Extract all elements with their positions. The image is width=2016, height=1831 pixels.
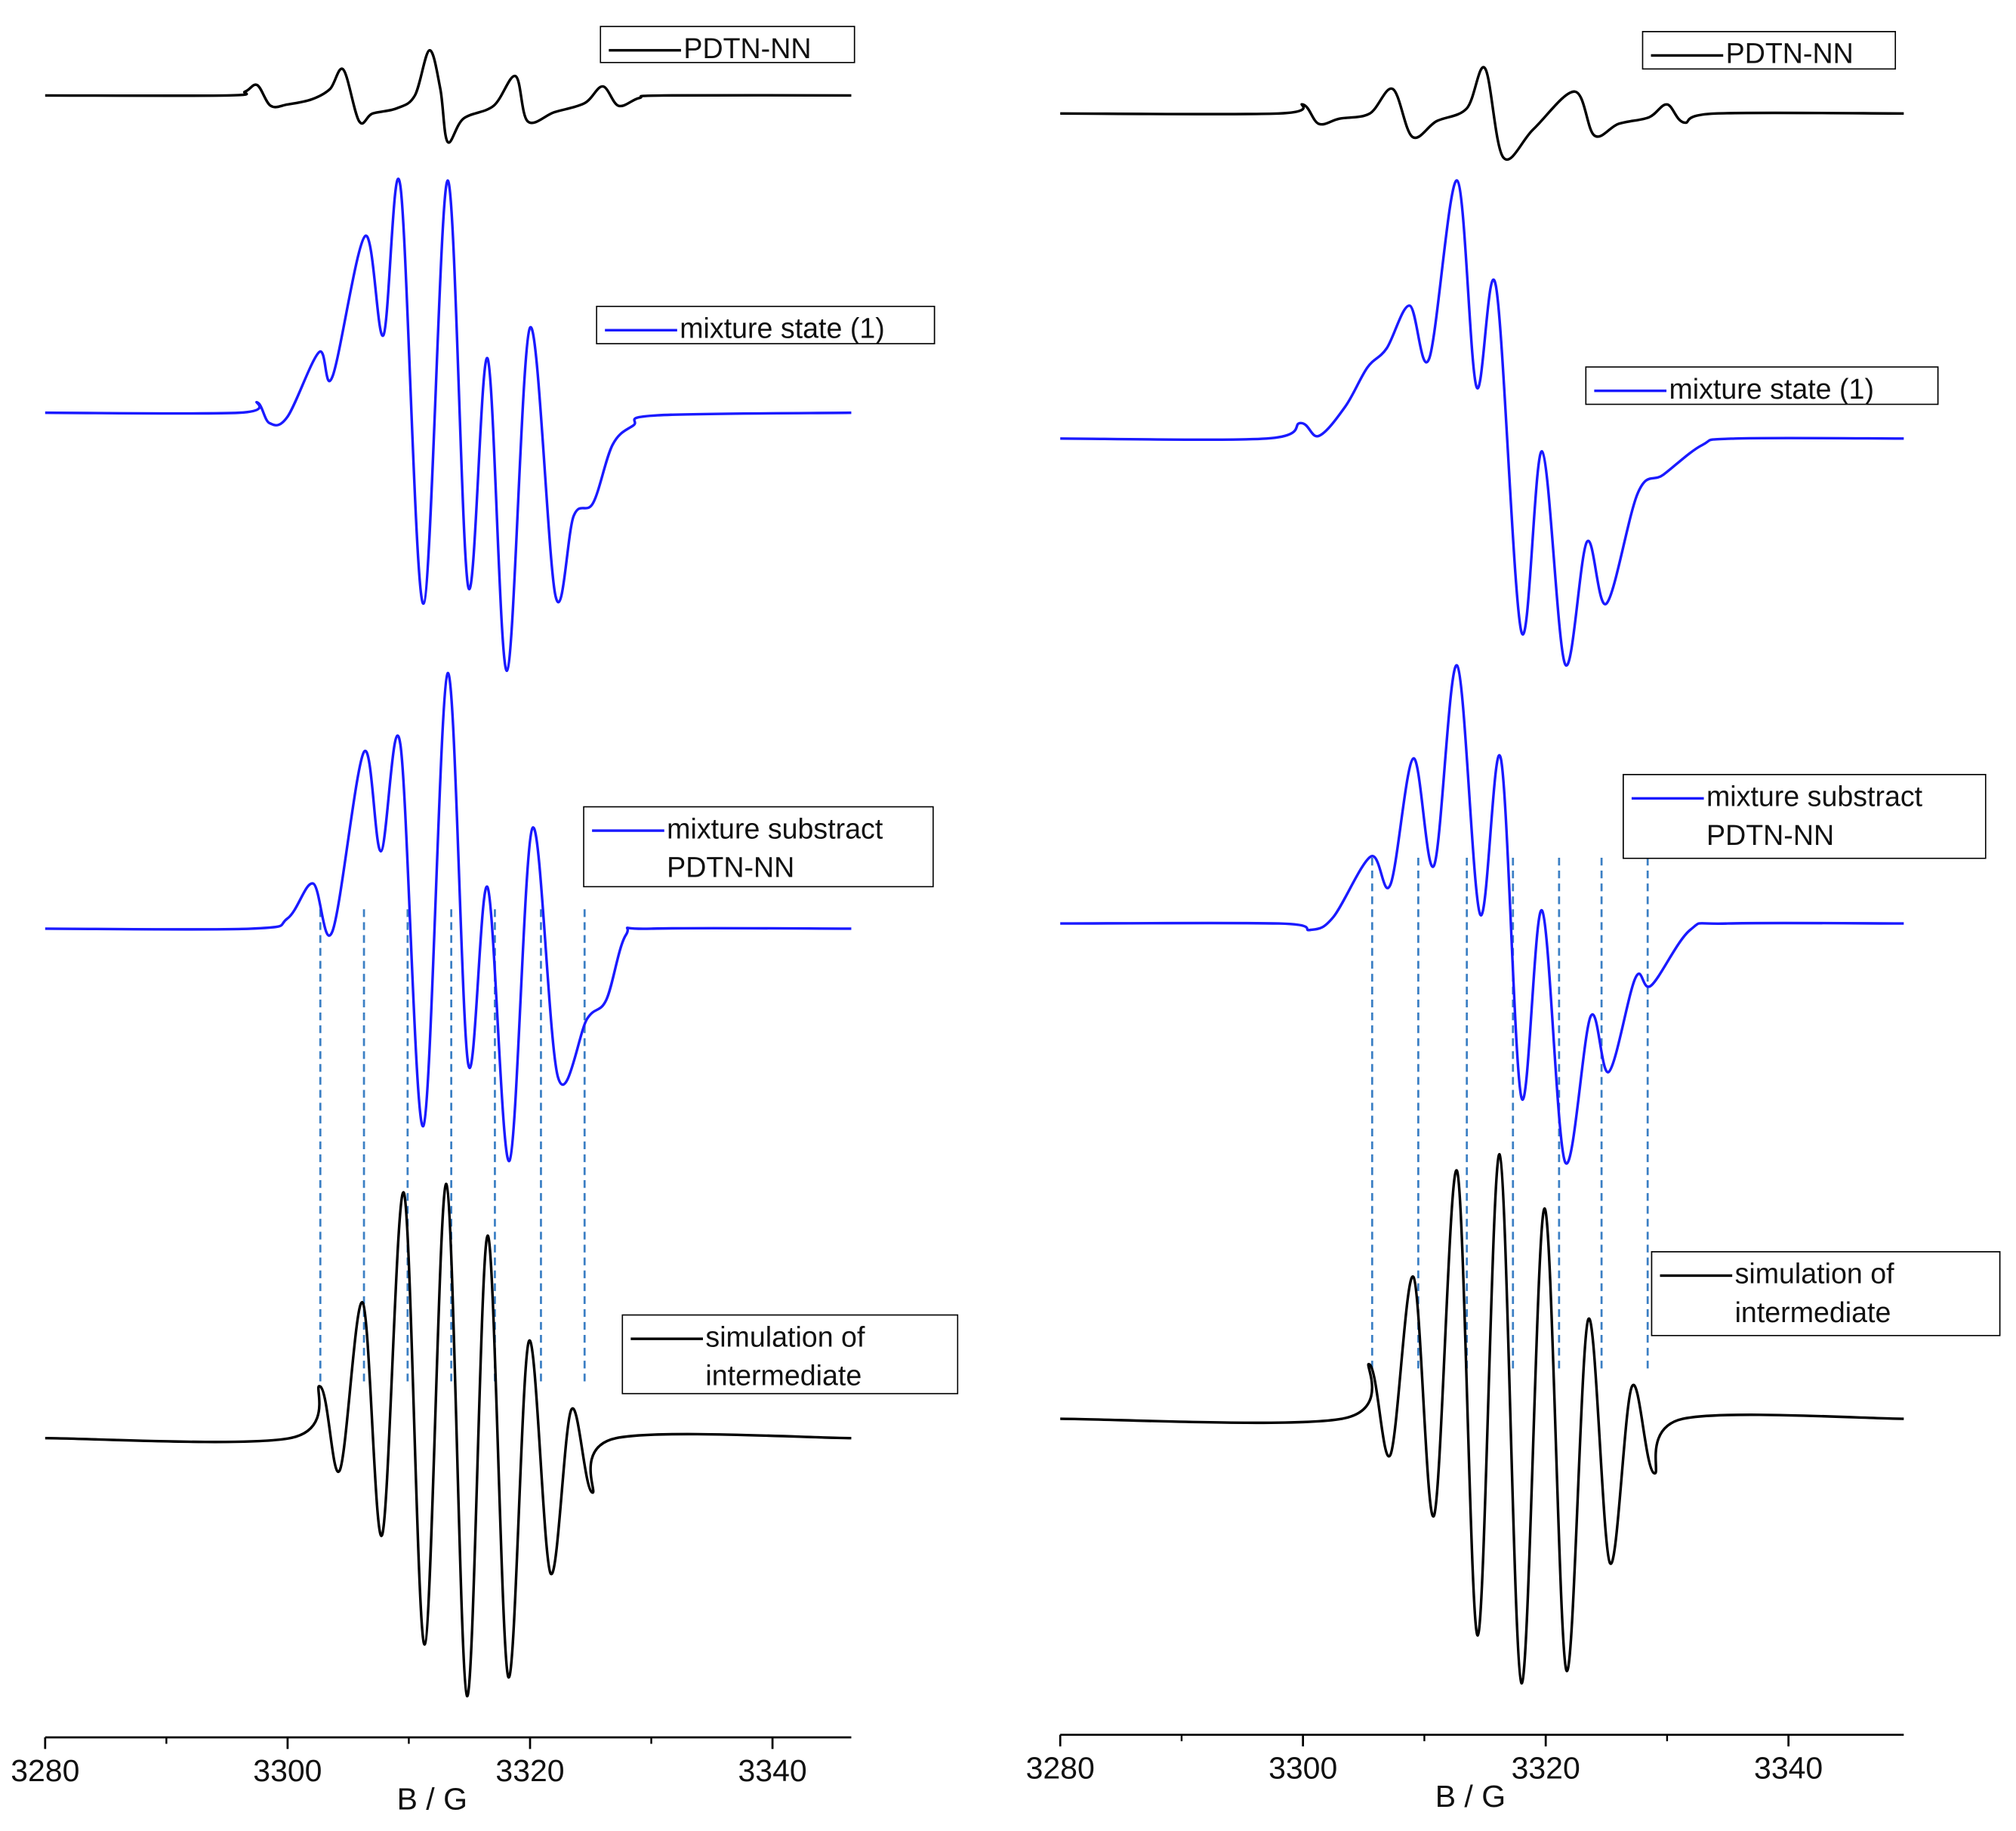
x-axis-label: B / G: [1435, 1779, 1506, 1814]
legend-label: mixture state (1): [680, 312, 885, 345]
legend-entry: simulation of intermediate diradical: [621, 1314, 959, 1395]
legend-entry: simulation of intermediate diradical: [1651, 1250, 2001, 1336]
legend-swatch: [605, 328, 677, 332]
legend-swatch: [630, 1337, 704, 1340]
legend-entry: mixture state (1): [596, 305, 936, 345]
panel: 3280 3300 3320 3340 B / G PDTN-NN mixture stat…: [11, 26, 959, 1817]
legend-entry: PDTN-NN: [1641, 30, 1897, 70]
legend: PDTN-NN: [1641, 30, 1897, 70]
x-tick-label: 3280: [1026, 1751, 1095, 1786]
legend-entry: mixture substract PDTN-NN: [583, 806, 934, 888]
legend-label: mixture substract PDTN-NN: [1706, 780, 1923, 852]
legend-label: PDTN-NN: [1725, 37, 1854, 70]
x-tick-label: 3340: [1754, 1751, 1823, 1786]
x-tick-label: 3320: [495, 1753, 564, 1788]
x-tick-label: 3300: [1268, 1751, 1337, 1786]
spectrum-line: [45, 48, 852, 144]
legend: mixture substract PDTN-NN: [1622, 773, 1987, 859]
x-tick-label: 3320: [1512, 1751, 1580, 1786]
legend-label: PDTN-NN: [683, 32, 812, 63]
legend-swatch: [609, 48, 681, 52]
legend-entry: mixture state (1): [1585, 366, 1939, 405]
spectrum-line: [1060, 66, 1904, 161]
spectrum-line: [45, 1182, 852, 1698]
legend: mixture substract PDTN-NN: [583, 806, 934, 888]
legend-swatch: [592, 829, 664, 832]
spectrum-line: [45, 671, 852, 1163]
x-tick-label: 3300: [253, 1753, 322, 1788]
legend: mixture state (1): [1585, 366, 1939, 405]
legend-swatch: [1660, 1274, 1733, 1278]
legend-swatch: [1631, 797, 1704, 800]
legend-label: simulation of intermediate diradical: [1734, 1257, 1894, 1336]
legend-swatch: [1594, 389, 1667, 393]
legend-label: mixture state (1): [1669, 372, 1874, 405]
legend-swatch: [1651, 54, 1724, 57]
x-tick-label: 3280: [11, 1753, 79, 1788]
legend: mixture state (1): [596, 305, 936, 345]
legend-entry: PDTN-NN: [600, 26, 855, 63]
legend: PDTN-NN: [600, 26, 855, 63]
spectrum-line: [45, 177, 852, 673]
legend: simulation of intermediate diradical: [621, 1314, 959, 1395]
spectrum-line: [1060, 1153, 1904, 1685]
legend-entry: mixture substract PDTN-NN: [1622, 773, 1987, 859]
legend-label: simulation of intermediate diradical: [705, 1321, 865, 1392]
panel: 3280 3300 3320 3340 B / G PDTN-NN mixture stat…: [1026, 30, 2001, 1814]
spectrum-line: [1060, 179, 1904, 667]
legend-label: mixture substract PDTN-NN: [667, 812, 883, 884]
legend: simulation of intermediate diradical: [1651, 1250, 2001, 1336]
x-tick-label: 3340: [738, 1753, 807, 1788]
spectrum-line: [1060, 664, 1904, 1165]
x-axis-label: B / G: [397, 1782, 467, 1817]
